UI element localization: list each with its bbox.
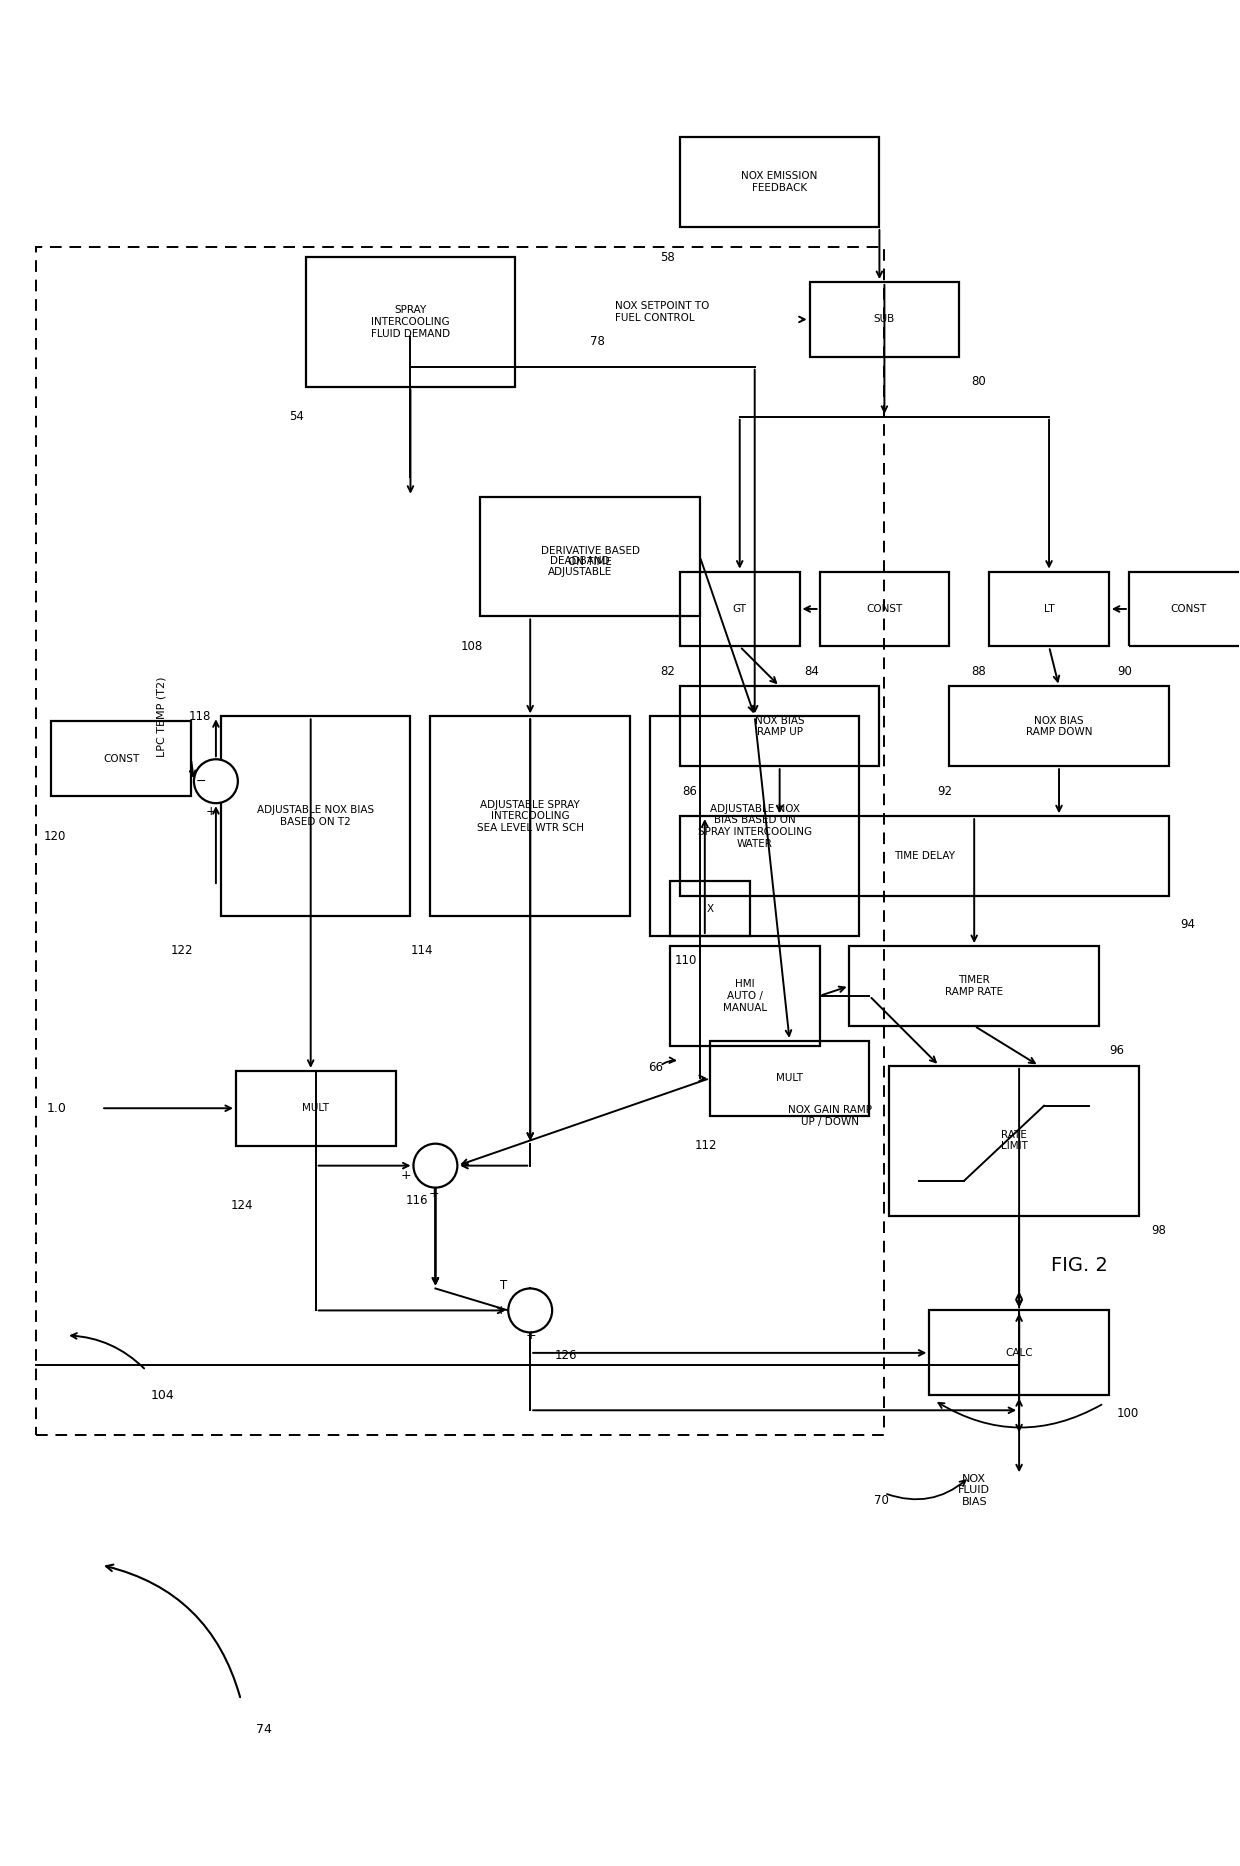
Text: 74: 74 (255, 1724, 272, 1735)
Text: 114: 114 (410, 944, 433, 957)
Text: 124: 124 (231, 1200, 253, 1213)
Bar (709, 1041, 869, 1116)
Text: RATE
LIMIT: RATE LIMIT (1001, 1131, 1028, 1151)
Text: 70: 70 (874, 1493, 889, 1506)
Bar (36, 246, 884, 1435)
Text: FIG. 2: FIG. 2 (1050, 1256, 1107, 1274)
Text: DERIVATIVE BASED
ON TIME: DERIVATIVE BASED ON TIME (541, 545, 640, 567)
Text: T: T (500, 1278, 507, 1291)
Text: 110: 110 (675, 954, 697, 967)
Bar (670, 881, 750, 937)
Text: 86: 86 (682, 786, 697, 797)
Text: ADJUSTABLE NOX BIAS
BASED ON T2: ADJUSTABLE NOX BIAS BASED ON T2 (257, 806, 374, 827)
Bar (1128, 571, 1240, 646)
Text: LT: LT (1044, 605, 1054, 614)
Text: 96: 96 (1109, 1045, 1123, 1058)
Text: 84: 84 (805, 664, 820, 677)
Bar (670, 946, 820, 1045)
Text: 112: 112 (694, 1138, 717, 1151)
Bar (680, 687, 879, 767)
Bar (680, 138, 879, 228)
Text: MULT: MULT (303, 1103, 329, 1114)
Text: 118: 118 (188, 709, 211, 722)
Text: SPRAY
INTERCOOLING
FLUID DEMAND: SPRAY INTERCOOLING FLUID DEMAND (371, 306, 450, 338)
Text: MULT: MULT (776, 1073, 804, 1084)
Text: TIME DELAY: TIME DELAY (894, 851, 955, 860)
Text: +: + (495, 1304, 506, 1317)
Text: TIMER
RAMP RATE: TIMER RAMP RATE (945, 976, 1003, 996)
Text: 104: 104 (151, 1388, 175, 1401)
Text: NOX EMISSION
FEEDBACK: NOX EMISSION FEEDBACK (742, 172, 818, 192)
Bar (849, 946, 1099, 1026)
Bar (680, 571, 800, 646)
Text: X: X (707, 903, 713, 914)
Text: 82: 82 (660, 664, 675, 677)
Circle shape (413, 1144, 458, 1187)
Text: CONST: CONST (103, 754, 139, 763)
Text: 126: 126 (556, 1349, 578, 1362)
Text: 94: 94 (1180, 918, 1195, 931)
Text: CONST: CONST (867, 605, 903, 614)
Text: NOX SETPOINT TO
FUEL CONTROL: NOX SETPOINT TO FUEL CONTROL (615, 300, 709, 323)
Text: 80: 80 (971, 375, 986, 388)
Text: 116: 116 (405, 1194, 428, 1207)
Bar (889, 1065, 1138, 1215)
Text: CONST: CONST (1171, 605, 1207, 614)
Bar (480, 496, 699, 616)
Bar (680, 815, 1169, 896)
Text: NOX BIAS
RAMP UP: NOX BIAS RAMP UP (755, 715, 805, 737)
Text: 108: 108 (460, 640, 482, 653)
Text: CALC: CALC (1006, 1347, 1033, 1358)
Text: 54: 54 (289, 411, 304, 424)
Text: ADJUSTABLE NOX
BIAS BASED ON
SPRAY INTERCOOLING
WATER: ADJUSTABLE NOX BIAS BASED ON SPRAY INTER… (698, 804, 812, 849)
Bar (236, 1071, 396, 1146)
Text: LPC TEMP (T2): LPC TEMP (T2) (156, 675, 166, 756)
Bar (430, 717, 630, 916)
Text: 1.0: 1.0 (46, 1103, 66, 1116)
Bar (51, 722, 191, 797)
Bar (810, 282, 960, 356)
Bar (990, 571, 1109, 646)
Text: NOX GAIN RAMP
UP / DOWN: NOX GAIN RAMP UP / DOWN (787, 1105, 872, 1127)
Text: 90: 90 (1117, 664, 1132, 677)
Text: 120: 120 (43, 830, 66, 843)
Text: +: + (429, 1187, 439, 1200)
Text: HMI
AUTO /
MANUAL: HMI AUTO / MANUAL (723, 980, 766, 1013)
Bar (950, 687, 1169, 767)
Text: GT: GT (733, 605, 746, 614)
Circle shape (508, 1288, 552, 1332)
Bar (820, 571, 950, 646)
Text: −: − (196, 774, 206, 787)
Bar (306, 258, 516, 386)
Text: DEADBAND
ADJUSTABLE: DEADBAND ADJUSTABLE (548, 556, 613, 577)
Bar (650, 717, 859, 937)
Text: 58: 58 (660, 250, 675, 263)
Text: +: + (526, 1329, 536, 1342)
Text: 122: 122 (171, 944, 193, 957)
Text: 92: 92 (937, 786, 952, 797)
Text: 100: 100 (1117, 1407, 1140, 1420)
Circle shape (193, 759, 238, 802)
Text: 88: 88 (971, 664, 986, 677)
Text: +: + (206, 804, 217, 817)
Text: ADJUSTABLE SPRAY
INTERCOOLING
SEA LEVEL WTR SCH: ADJUSTABLE SPRAY INTERCOOLING SEA LEVEL … (476, 799, 584, 832)
Text: 78: 78 (590, 336, 605, 349)
Text: 66: 66 (649, 1062, 663, 1075)
Bar (221, 717, 410, 916)
Text: +: + (401, 1170, 412, 1183)
Text: SUB: SUB (874, 313, 895, 325)
Text: NOX
FLUID
BIAS: NOX FLUID BIAS (959, 1474, 991, 1506)
Text: 98: 98 (1151, 1224, 1166, 1237)
Bar (929, 1310, 1109, 1396)
Text: NOX BIAS
RAMP DOWN: NOX BIAS RAMP DOWN (1025, 715, 1092, 737)
